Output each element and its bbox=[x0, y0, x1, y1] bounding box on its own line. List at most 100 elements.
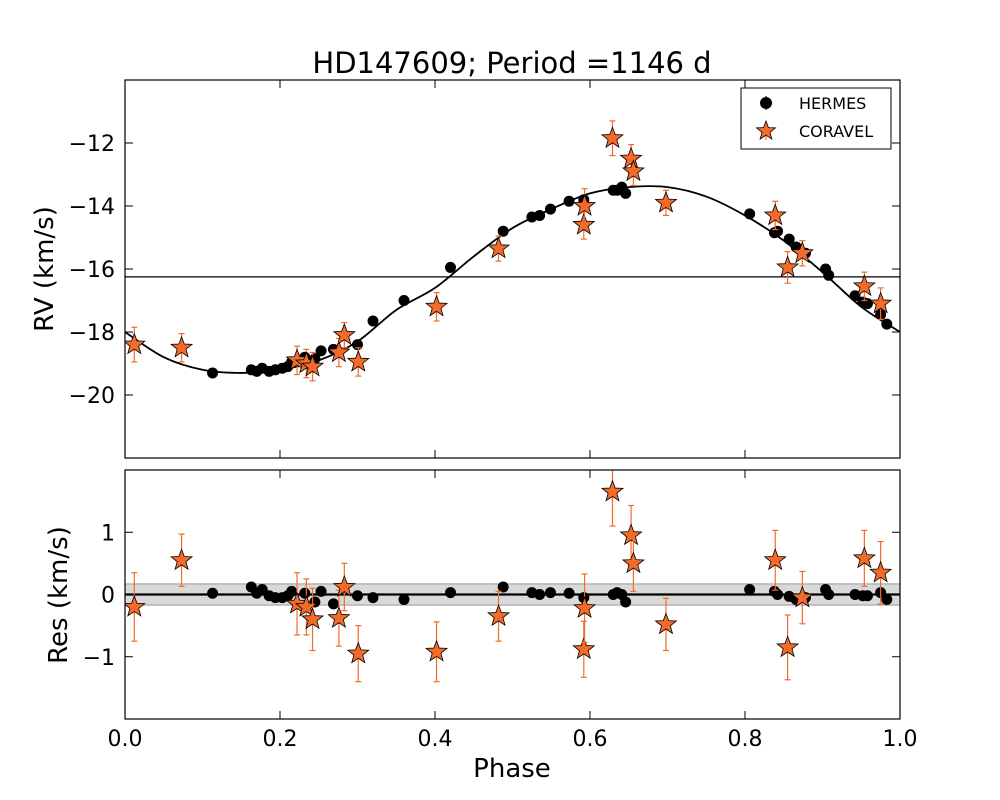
residual-axis-label: Res (km/s) bbox=[44, 526, 74, 664]
hermes-point bbox=[352, 339, 363, 351]
rv-ytick-label: −14 bbox=[69, 195, 115, 220]
hermes-point bbox=[207, 367, 219, 379]
hermes-point bbox=[563, 587, 575, 599]
rv-panel: −12 −14 −16 −18 −20 RV (km/s) HERMES CORAVEL bbox=[30, 79, 901, 459]
res-xtick-label: 0.0 bbox=[108, 727, 143, 752]
phase-axis-label: Phase bbox=[473, 754, 551, 784]
res-xtick-label: 1.0 bbox=[883, 727, 918, 752]
coravel-point bbox=[327, 605, 351, 628]
coravel-point bbox=[125, 594, 146, 617]
coravel-point bbox=[424, 639, 449, 662]
hermes-point bbox=[286, 585, 298, 597]
coravel-point bbox=[619, 523, 643, 546]
coravel-point bbox=[621, 159, 645, 182]
hermes-point bbox=[497, 225, 509, 237]
hermes-point bbox=[398, 295, 410, 306]
hermes-point bbox=[861, 298, 873, 310]
rv-ytick-label: −20 bbox=[69, 384, 115, 409]
coravel-point bbox=[125, 332, 146, 355]
hermes-point bbox=[445, 587, 456, 599]
coravel-point bbox=[346, 349, 370, 372]
hermes-point bbox=[352, 590, 363, 602]
coravel-point bbox=[486, 236, 511, 259]
coravel-point bbox=[600, 479, 625, 502]
coravel-point bbox=[852, 546, 876, 569]
hermes-point bbox=[861, 590, 873, 602]
hermes-point bbox=[398, 593, 410, 605]
hermes-point bbox=[544, 203, 556, 215]
coravel-point bbox=[869, 560, 893, 583]
chart-title: HD147609; Period =1146 d bbox=[312, 46, 711, 80]
rv-ytick-label: −16 bbox=[69, 258, 115, 283]
res-ytick-label: 0 bbox=[101, 584, 115, 609]
coravel-point bbox=[170, 335, 194, 358]
res-xtick-label: 0.4 bbox=[418, 727, 453, 752]
orbit-model-curve bbox=[125, 185, 900, 374]
hermes-point bbox=[315, 585, 327, 597]
coravel-point bbox=[294, 594, 318, 617]
legend-hermes-marker bbox=[760, 96, 772, 110]
legend-coravel-star bbox=[755, 119, 777, 141]
hermes-point bbox=[544, 587, 556, 599]
coravel-point bbox=[486, 604, 511, 627]
hermes-point bbox=[207, 587, 219, 599]
coravel-point bbox=[852, 274, 876, 297]
legend-label-hermes: HERMES bbox=[799, 94, 866, 113]
res-xtick-label: 0.2 bbox=[263, 727, 298, 752]
hermes-point bbox=[534, 209, 546, 221]
coravel-point bbox=[776, 635, 800, 658]
legend: HERMES CORAVEL bbox=[740, 87, 892, 150]
hermes-point bbox=[534, 589, 546, 600]
hermes-point bbox=[783, 233, 795, 245]
coravel-point bbox=[346, 641, 370, 664]
coravel-point bbox=[573, 596, 597, 619]
hermes-point bbox=[620, 596, 632, 608]
coravel-point bbox=[424, 294, 449, 317]
residual-panel: 1 0 −1 0.0 0.2 0.4 0.6 0.8 1.0 Res (km/s) Phase bbox=[44, 469, 918, 784]
coravel-point bbox=[763, 548, 787, 571]
hermes-point bbox=[823, 269, 835, 281]
hermes-point bbox=[823, 589, 835, 600]
rv-ytick-label: −18 bbox=[69, 321, 115, 346]
hermes-point bbox=[772, 225, 784, 237]
hermes-point bbox=[849, 290, 861, 302]
residual-panel-frame bbox=[124, 469, 901, 720]
hermes-point bbox=[367, 315, 379, 327]
coravel-point bbox=[600, 126, 625, 149]
coravel-point bbox=[300, 607, 325, 630]
rv-axis-label: RV (km/s) bbox=[30, 206, 60, 332]
hermes-point bbox=[445, 261, 456, 273]
coravel-point bbox=[776, 255, 800, 278]
hermes-point bbox=[744, 208, 756, 220]
coravel-point bbox=[654, 612, 678, 635]
hermes-point bbox=[620, 187, 632, 199]
hermes-point bbox=[327, 598, 339, 610]
coravel-point bbox=[332, 574, 356, 597]
rv-ytick-label: −12 bbox=[69, 132, 115, 157]
hermes-point bbox=[881, 593, 893, 605]
coravel-point bbox=[332, 323, 356, 345]
coravel-point bbox=[621, 551, 645, 574]
hermes-point bbox=[772, 589, 784, 600]
legend-coravel-marker bbox=[755, 119, 777, 141]
res-ytick-label: 1 bbox=[101, 521, 115, 546]
hermes-point bbox=[578, 592, 590, 604]
coravel-point bbox=[327, 340, 351, 363]
coravel-point bbox=[572, 637, 596, 660]
coravel-point bbox=[869, 291, 893, 314]
hermes-point bbox=[744, 584, 756, 596]
legend-label-coravel: CORAVEL bbox=[799, 122, 873, 141]
coravel-point bbox=[790, 241, 814, 264]
res-ytick-label: −1 bbox=[83, 646, 115, 671]
rv-panel-frame bbox=[124, 79, 901, 459]
hermes-point bbox=[563, 195, 575, 207]
res-xtick-label: 0.8 bbox=[728, 727, 763, 752]
coravel-point bbox=[790, 585, 814, 608]
coravel-point bbox=[300, 354, 325, 377]
res-xtick-label: 0.6 bbox=[573, 727, 608, 752]
hermes-point bbox=[315, 345, 327, 357]
hermes-point bbox=[881, 318, 893, 330]
coravel-point bbox=[573, 193, 597, 216]
hermes-point bbox=[367, 592, 379, 604]
